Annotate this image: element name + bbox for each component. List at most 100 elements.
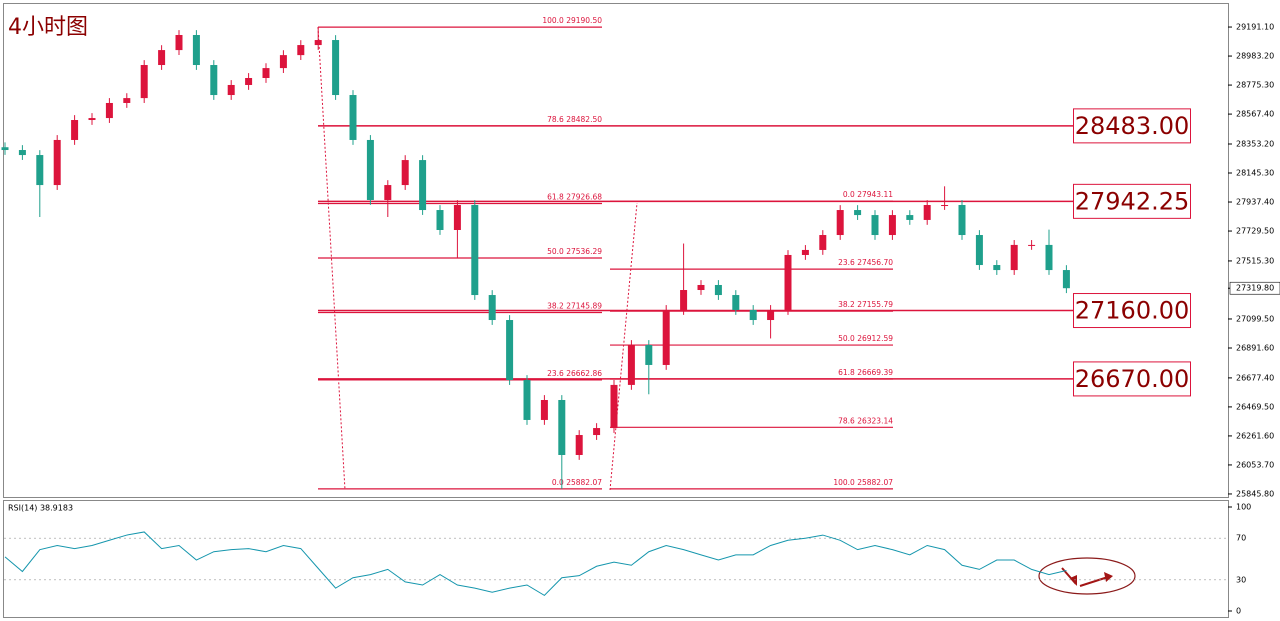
candle-body (297, 45, 305, 56)
candle-body (610, 384, 618, 429)
candle-body (71, 120, 79, 140)
candle-body (419, 160, 427, 211)
candle-body (349, 95, 357, 140)
candle-body (941, 205, 949, 207)
candle-body (714, 284, 722, 296)
fib-level-label: 61.8 26669.39 (838, 368, 893, 377)
y-tick-label: 70 (1236, 534, 1246, 543)
chart-title: 4小时图 (8, 15, 88, 40)
y-tick-label: 28567.40 (1236, 110, 1274, 119)
key-level-label: 26670.00 (1075, 365, 1190, 393)
candle-body (88, 118, 96, 121)
fib-level-label: 23.6 26662.86 (547, 369, 602, 378)
candle-body (749, 309, 757, 321)
key-level-label: 27942.25 (1075, 187, 1190, 215)
rsi-line (4, 531, 1067, 597)
candle-body (279, 55, 287, 69)
key-level-box (1073, 361, 1191, 397)
candle-body (836, 210, 844, 236)
candle-body (245, 77, 253, 85)
fib-trend-line (609, 202, 638, 491)
candle-body (1010, 244, 1018, 271)
candle-body (627, 345, 635, 385)
y-tick-label: 0 (1236, 607, 1241, 616)
fib-level-label: 0.0 25882.07 (552, 478, 602, 487)
candle-body (1, 147, 9, 151)
candle-body (697, 284, 705, 291)
arrow (1079, 576, 1109, 587)
y-tick-label: 26469.50 (1236, 402, 1274, 411)
fib-level-label: 38.2 27155.79 (838, 300, 893, 309)
candle-body (192, 35, 200, 66)
candle-body (436, 210, 444, 230)
key-level-box (1073, 293, 1191, 329)
candle-body (332, 40, 340, 96)
candle-body (575, 435, 583, 455)
candle-body (523, 380, 531, 420)
candle-body (958, 205, 966, 236)
candle-body (906, 215, 914, 220)
y-tick-label: 30 (1236, 575, 1246, 584)
rsi-frame (3, 500, 1229, 618)
candle-body (645, 345, 653, 365)
candle-body (854, 210, 862, 216)
candle-body (801, 249, 809, 255)
fib-level-label: 38.2 27145.89 (547, 301, 602, 310)
rsi-title: RSI(14) 38.9183 (8, 504, 73, 513)
candle-body (175, 35, 183, 51)
candle-body (784, 254, 792, 310)
candle-body (401, 160, 409, 186)
last-price-label: 27319.80 (1236, 284, 1274, 293)
candle-body (593, 428, 601, 436)
key-level-label: 27160.00 (1075, 297, 1190, 325)
candle-body (123, 98, 131, 103)
y-tick-label: 27937.40 (1236, 198, 1274, 207)
fib-level-label: 0.0 27943.11 (843, 190, 893, 199)
candle-body (18, 150, 26, 156)
y-tick-label: 27729.50 (1236, 227, 1274, 236)
fib-level-label: 100.0 25882.07 (833, 478, 893, 487)
y-tick-label: 28775.30 (1236, 81, 1274, 90)
arrow-head (1104, 572, 1113, 582)
y-tick-label: 27099.50 (1236, 314, 1274, 323)
candle-body (680, 290, 688, 310)
candle-body (558, 399, 566, 455)
candle-body (36, 155, 44, 186)
candle-body (471, 205, 479, 296)
candle-body (488, 295, 496, 321)
candle-body (871, 215, 879, 236)
candle-body (1028, 244, 1036, 246)
last-price-box (1229, 281, 1280, 295)
candle-body (993, 265, 1001, 271)
candle-body (506, 320, 514, 381)
fib-level-label: 23.6 27456.70 (838, 258, 893, 267)
candle-body (227, 84, 235, 96)
candle-body (384, 185, 392, 200)
candle-body (140, 65, 148, 99)
candle-body (1062, 270, 1070, 289)
y-tick-label: 100 (1236, 503, 1251, 512)
candle-body (767, 309, 775, 321)
candle-body (158, 50, 166, 66)
fib-level-label: 78.6 26323.14 (838, 416, 893, 425)
y-tick-label: 28353.20 (1236, 139, 1274, 148)
y-tick-label: 26891.60 (1236, 343, 1274, 352)
fib-level-label: 78.6 28482.50 (547, 115, 602, 124)
key-level-box (1073, 183, 1191, 219)
fib-level-label: 100.0 29190.50 (542, 16, 602, 25)
y-tick-label: 26053.70 (1236, 460, 1274, 469)
candle-body (732, 295, 740, 310)
candle-body (923, 205, 931, 220)
y-tick-label: 27515.30 (1236, 256, 1274, 265)
y-tick-label: 28145.30 (1236, 169, 1274, 178)
fib-level-label: 50.0 27536.29 (547, 247, 602, 256)
candle-body (262, 68, 270, 78)
y-tick-label: 26677.40 (1236, 373, 1274, 382)
fib-level-label: 50.0 26912.59 (838, 334, 893, 343)
fib-level-label: 61.8 27926.68 (547, 193, 602, 202)
candle-body (1045, 244, 1053, 271)
candle-body (662, 309, 670, 365)
key-level-label: 28483.00 (1075, 112, 1190, 140)
